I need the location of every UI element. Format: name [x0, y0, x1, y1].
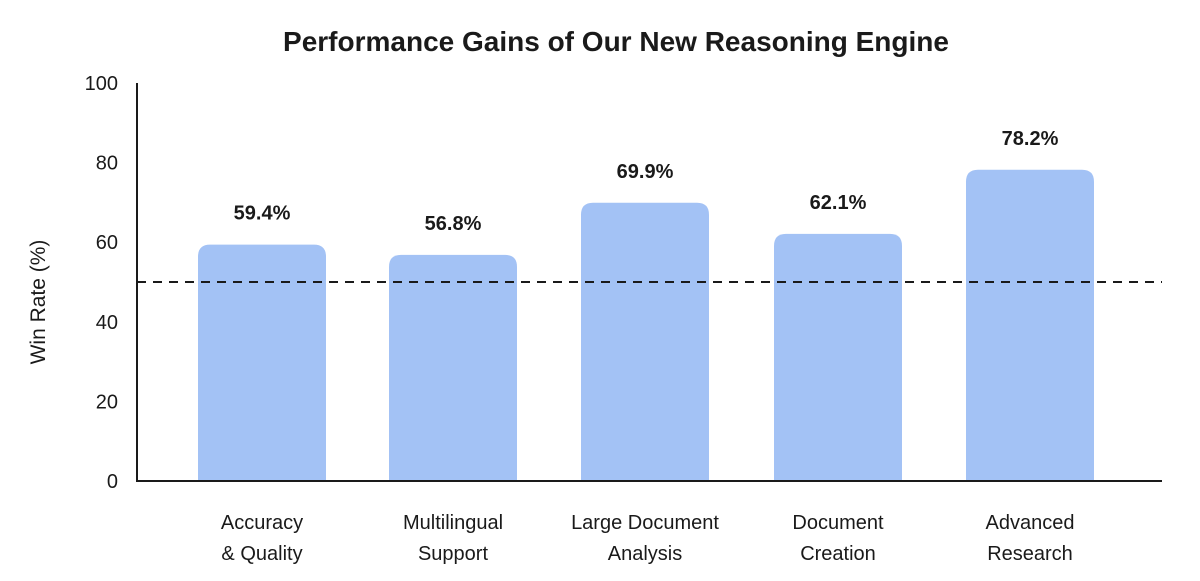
- category-label: Creation: [800, 543, 876, 565]
- category-label: Large Document: [571, 512, 719, 534]
- bars: [198, 169, 1094, 481]
- data-labels: 59.4% 56.8% 69.9% 62.1% 78.2%: [234, 128, 1059, 235]
- data-label: 56.8%: [425, 213, 482, 235]
- bar: [774, 233, 902, 481]
- x-axis-categories: Accuracy & Quality Multilingual Support Larg…: [221, 512, 1075, 565]
- category-label: & Quality: [221, 543, 302, 565]
- data-label: 78.2%: [1002, 128, 1059, 150]
- category-label: Accuracy: [221, 512, 303, 534]
- data-label: 59.4%: [234, 203, 291, 225]
- y-tick-label: 60: [96, 232, 118, 254]
- y-tick-label: 20: [96, 391, 118, 413]
- y-tick-label: 0: [107, 471, 118, 493]
- bar: [966, 169, 1094, 481]
- bar: [198, 244, 326, 481]
- y-axis-label: Win Rate (%): [27, 240, 50, 365]
- category-label: Document: [792, 512, 884, 534]
- category-label: Analysis: [608, 543, 682, 565]
- category-label: Research: [987, 543, 1073, 565]
- category-label: Advanced: [986, 512, 1075, 534]
- category-label: Support: [418, 543, 488, 565]
- category-label: Multilingual: [403, 512, 503, 534]
- data-label: 62.1%: [810, 192, 867, 214]
- bar: [581, 202, 709, 481]
- y-tick-label: 80: [96, 153, 118, 175]
- y-tick-label: 40: [96, 312, 118, 334]
- bar: [389, 254, 517, 481]
- y-axis-ticks: 0 20 40 60 80 100: [85, 73, 118, 493]
- axes: [136, 83, 1162, 482]
- chart-title: Performance Gains of Our New Reasoning E…: [283, 26, 949, 57]
- y-tick-label: 100: [85, 73, 118, 95]
- data-label: 69.9%: [617, 161, 674, 183]
